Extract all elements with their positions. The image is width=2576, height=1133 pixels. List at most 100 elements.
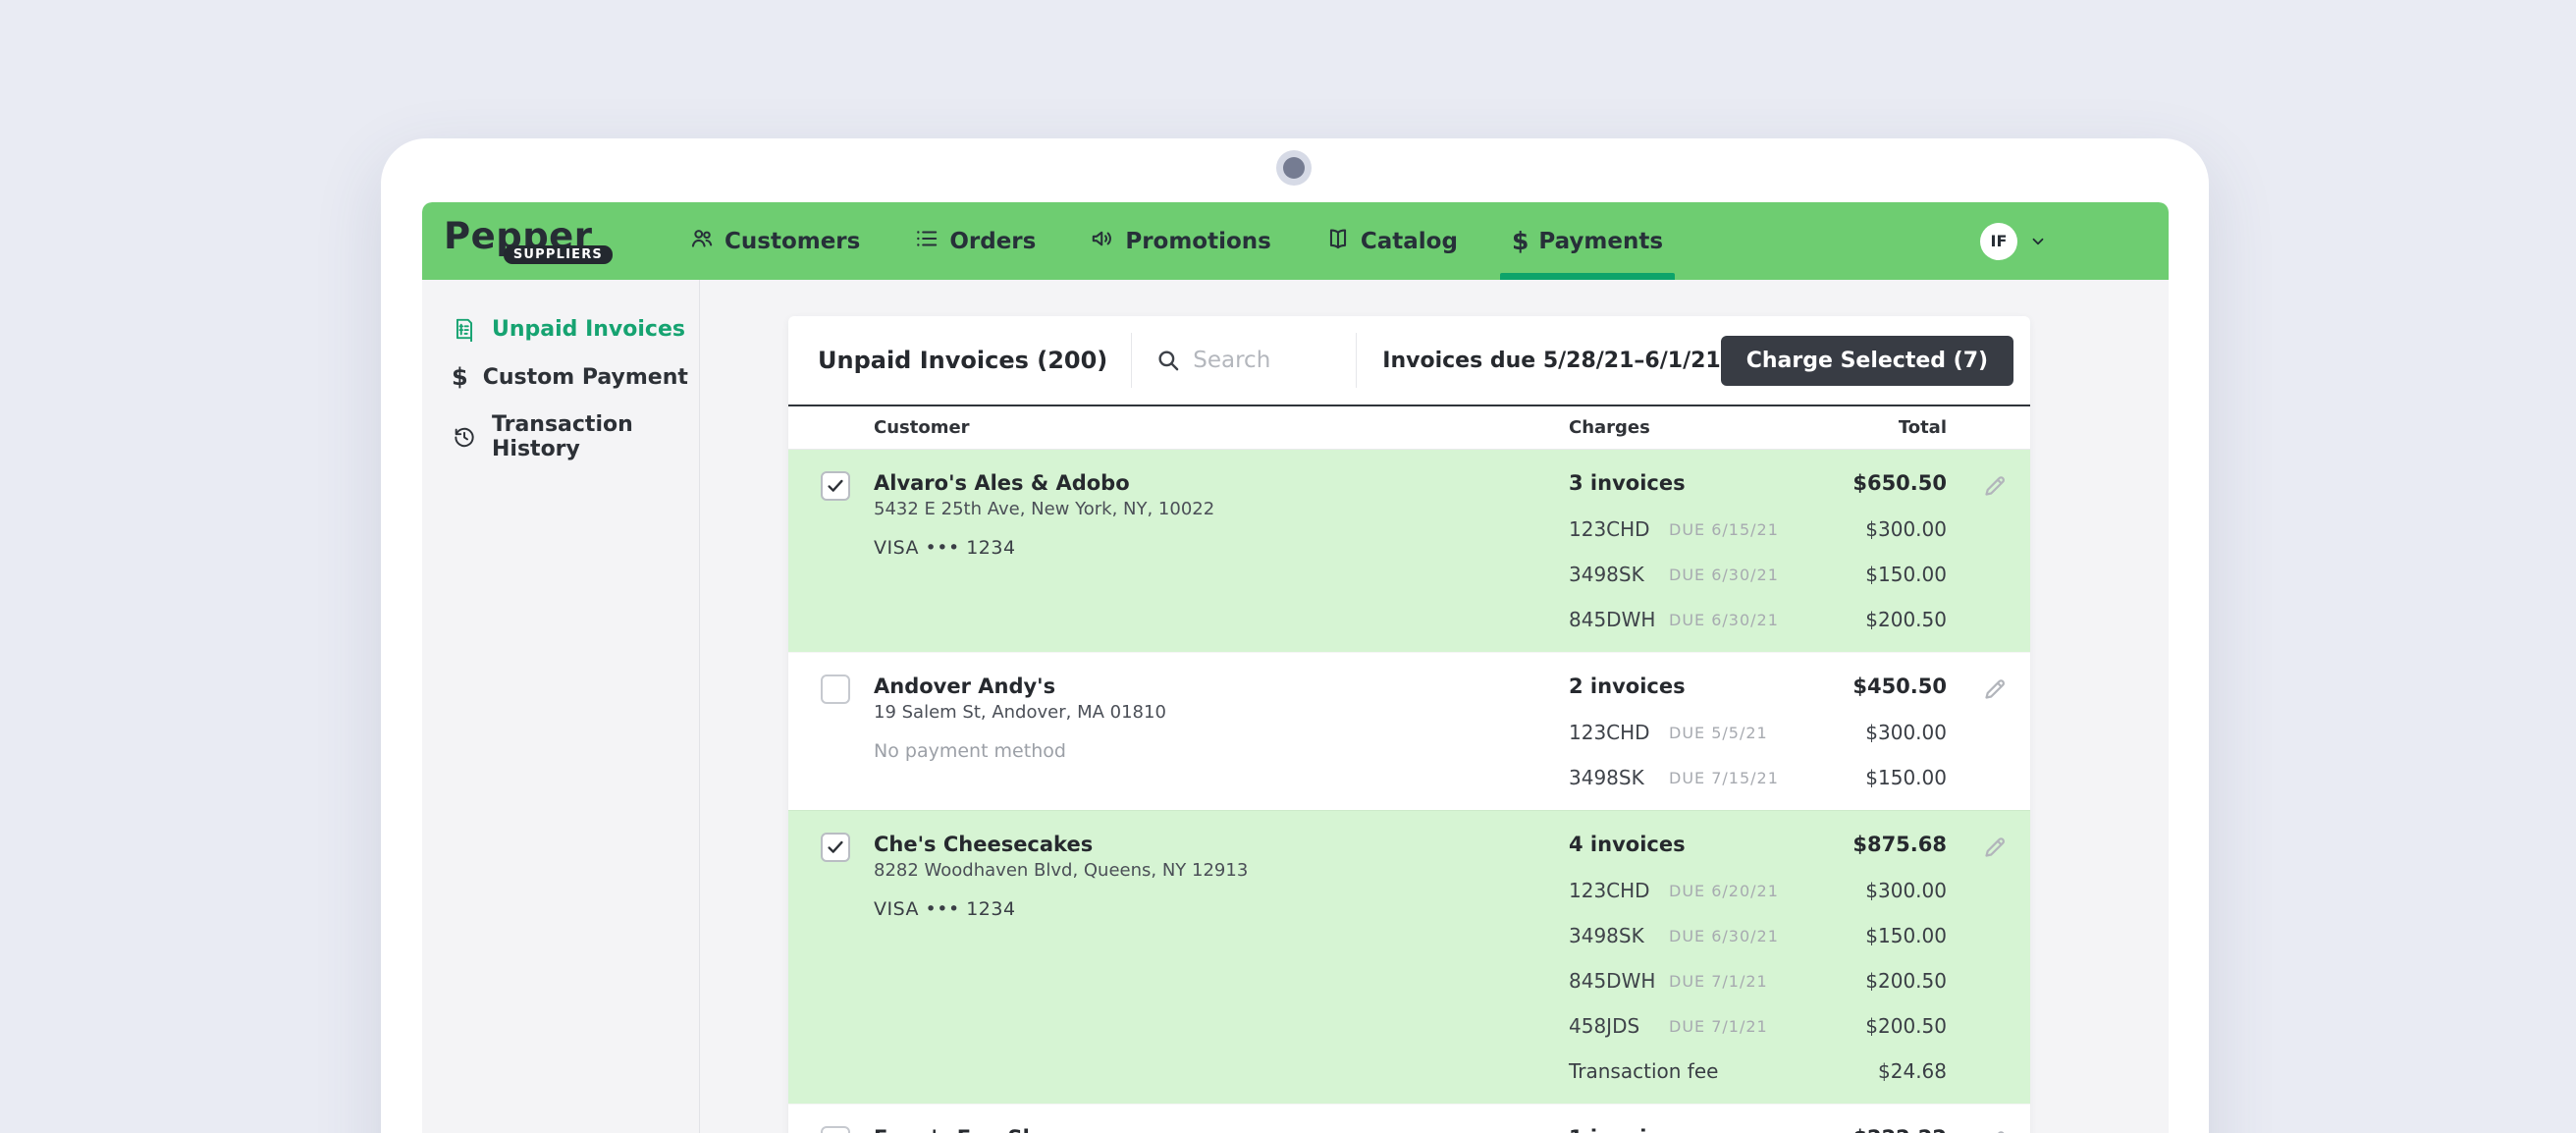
search-icon [1158,351,1179,371]
sidebar-item-transaction-history[interactable]: Transaction History [422,402,699,472]
catalog-icon [1325,226,1351,257]
table-row[interactable]: Andover Andy's 19 Salem St, Andover, MA … [788,652,2030,810]
invoice-code: 3498SK [1569,563,1644,586]
customer-address: 5432 E 25th Ave, New York, NY, 10022 [874,499,1215,519]
invoice-line: 3498SK DUE 6/30/21 $150.00 [1569,913,1947,958]
invoice-line: 458JDS DUE 7/1/21 $200.50 [1569,1003,1947,1049]
edit-pencil-icon[interactable] [1980,471,2010,501]
nav-item-customers[interactable]: Customers [689,202,860,280]
row-checkbox[interactable] [821,471,850,501]
invoice-count: 2 invoices [1569,674,1686,698]
unpaid-invoices-panel: Unpaid Invoices (200) Invoices due 5/28/… [788,316,2030,1133]
transaction-fee-line: Transaction fee $24.68 [1569,1049,1947,1094]
table-row[interactable]: Egan's Egg Shop 10 W 64th St, New York, … [788,1104,2030,1133]
invoice-due-date: DUE 7/15/21 [1669,768,1779,787]
sidebar-item-label: Custom Payment [482,364,688,390]
date-range-filter[interactable]: Invoices due 5/28/21–6/1/21 [1382,348,1721,373]
invoice-amount: $150.00 [1865,924,1947,947]
charge-selected-button[interactable]: Charge Selected (7) [1720,335,2014,386]
invoice-code: 845DWH [1569,608,1656,631]
customer-name: Andover Andy's [874,674,1056,698]
nav-item-label: Promotions [1125,228,1271,254]
app-window: Pepper SUPPLIERS Customers Orders Promot… [422,202,2169,1133]
row-checkbox[interactable] [821,674,850,704]
invoice-code: 123CHD [1569,721,1650,744]
nav-item-label: Customers [724,228,861,254]
invoice-line: 845DWH DUE 6/30/21 $200.50 [1569,597,1947,642]
invoice-code: 123CHD [1569,517,1650,541]
invoices-table: Customer Charges Total Alvaro's Ales & A… [788,405,2030,1133]
column-total: Total [1898,417,1947,438]
invoice-due-date: DUE 5/5/21 [1669,723,1768,742]
customer-address: 8282 Woodhaven Blvd, Queens, NY 12913 [874,860,1249,881]
row-total: $875.68 [1852,833,1947,856]
nav-item-label: Orders [949,228,1037,254]
customer-name: Che's Cheesecakes [874,833,1094,856]
invoice-line: 123CHD DUE 6/20/21 $300.00 [1569,868,1947,913]
history-icon [452,424,477,450]
edit-pencil-icon[interactable] [1980,674,2010,704]
header-divider [1131,333,1133,388]
invoice-amount: $200.50 [1865,608,1947,631]
row-checkbox[interactable] [821,833,850,862]
table-header-row: Customer Charges Total [788,406,2030,450]
column-customer: Customer [874,417,970,438]
invoice-line: 123CHD DUE 6/15/21 $300.00 [1569,507,1947,552]
avatar[interactable]: IF [1980,222,2017,260]
nav-item-payments[interactable]: $ Payments [1499,202,1676,280]
page-title: Unpaid Invoices (200) [818,347,1108,374]
row-total: $222.22 [1852,1126,1947,1133]
invoice-doc-icon [452,316,477,343]
invoice-amount: $150.00 [1865,766,1947,789]
search-box[interactable] [1155,348,1331,373]
invoice-code: 123CHD [1569,879,1650,902]
checkmark-icon [828,840,843,853]
invoice-due-date: DUE 6/15/21 [1669,519,1779,539]
invoice-line: 3498SK DUE 6/30/21 $150.00 [1569,552,1947,597]
row-checkbox[interactable] [821,1126,850,1133]
invoice-amount: $200.50 [1865,969,1947,993]
nav-item-promotions[interactable]: Promotions [1090,202,1271,280]
table-row[interactable]: Che's Cheesecakes 8282 Woodhaven Blvd, Q… [788,810,2030,1104]
invoice-due-date: DUE 7/1/21 [1669,1016,1768,1036]
search-input[interactable] [1193,348,1331,373]
top-navigation-bar: Pepper SUPPLIERS Customers Orders Promot… [422,202,2169,280]
brand-badge: SUPPLIERS [503,245,613,264]
chevron-down-icon[interactable] [2029,233,2047,250]
edit-pencil-icon[interactable] [1980,833,2010,862]
main-nav: Customers Orders Promotions Catalog $ Pa… [689,202,1676,280]
invoice-line: 123CHD DUE 5/5/21 $300.00 [1569,710,1947,755]
table-row[interactable]: Alvaro's Ales & Adobo 5432 E 25th Ave, N… [788,450,2030,652]
column-charges: Charges [1569,417,1650,438]
customer-address: 19 Salem St, Andover, MA 01810 [874,702,1166,723]
invoice-amount: $200.50 [1865,1014,1947,1038]
fee-amount: $24.68 [1878,1059,1947,1083]
invoice-code: 3498SK [1569,924,1644,947]
nav-item-orders[interactable]: Orders [914,202,1036,280]
promotions-icon [1090,226,1115,257]
invoice-amount: $300.00 [1865,721,1947,744]
brand-logo: Pepper SUPPLIERS [444,218,630,264]
fee-label: Transaction fee [1569,1059,1719,1083]
panel-header: Unpaid Invoices (200) Invoices due 5/28/… [788,316,2030,405]
sidebar-item-custom-payment[interactable]: $ Custom Payment [422,352,699,402]
sidebar: Unpaid Invoices $ Custom Payment Transac… [422,280,700,1133]
invoice-count: 4 invoices [1569,833,1686,856]
sidebar-item-label: Transaction History [492,412,633,461]
invoice-count: 3 invoices [1569,471,1686,495]
invoice-due-date: DUE 6/20/21 [1669,881,1779,900]
sidebar-item-label: Unpaid Invoices [492,316,685,342]
nav-item-catalog[interactable]: Catalog [1325,202,1458,280]
invoice-line: 3498SK DUE 7/15/21 $150.00 [1569,755,1947,800]
table-body: Alvaro's Ales & Adobo 5432 E 25th Ave, N… [788,450,2030,1133]
payment-method: VISA ••• 1234 [874,537,1016,559]
row-total: $650.50 [1852,471,1947,495]
invoice-count: 1 invoice [1569,1126,1673,1133]
sidebar-item-unpaid-invoices[interactable]: Unpaid Invoices [422,305,699,352]
invoice-due-date: DUE 7/1/21 [1669,971,1768,991]
customer-name: Egan's Egg Shop [874,1126,1569,1133]
invoice-amount: $300.00 [1865,879,1947,902]
user-menu[interactable]: IF [1980,222,2047,260]
row-total: $450.50 [1852,674,1947,698]
edit-pencil-icon[interactable] [1980,1126,2010,1133]
